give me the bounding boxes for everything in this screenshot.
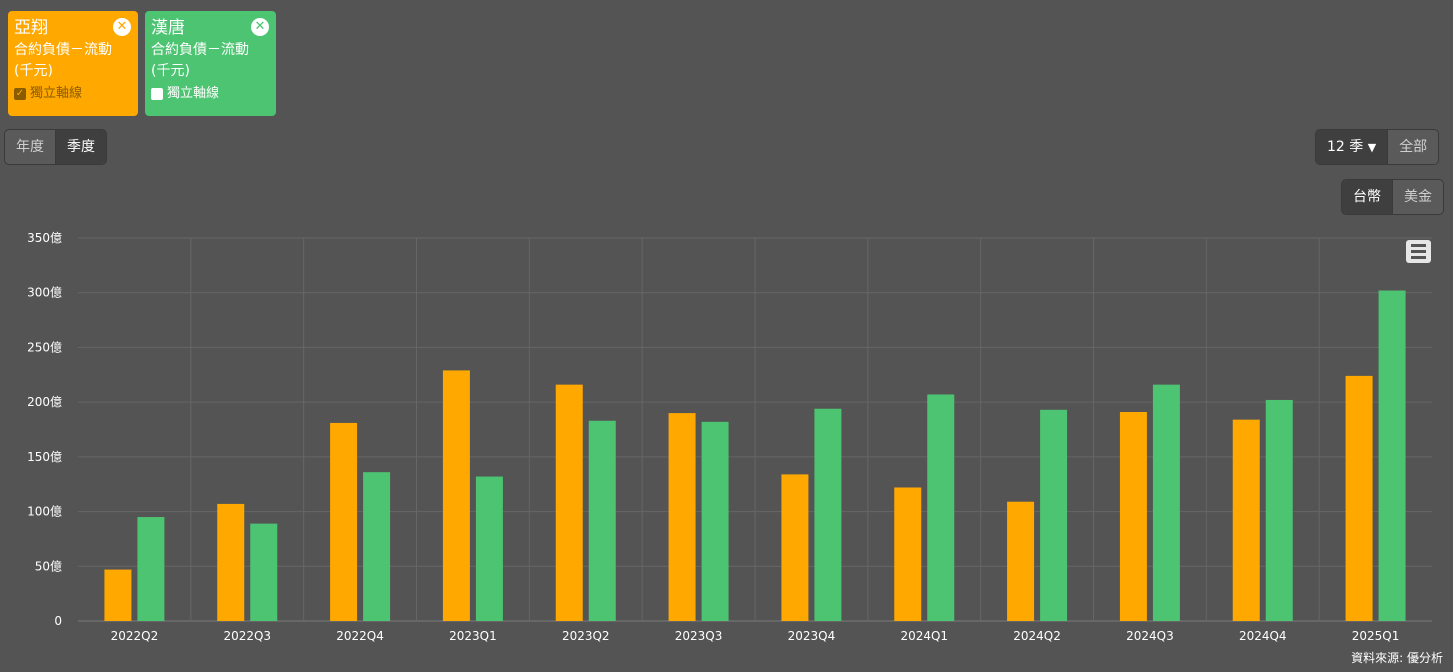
y-tick-label: 100億: [27, 505, 62, 519]
bar-yaxiang: [894, 487, 922, 621]
bar-hantang: [250, 523, 278, 621]
x-tick-label: 2023Q1: [449, 629, 497, 643]
x-tick-label: 2024Q3: [1126, 629, 1174, 643]
bar-yaxiang: [555, 384, 583, 621]
chart-menu-icon[interactable]: [1406, 240, 1431, 263]
period-toggle: 年度 季度: [4, 129, 107, 165]
x-tick-label: 2025Q1: [1352, 629, 1400, 643]
x-tick-label: 2023Q2: [562, 629, 610, 643]
card-company-name: 漢唐: [151, 18, 185, 38]
bar-yaxiang: [104, 569, 132, 621]
card-unit: (千元): [151, 63, 190, 79]
bar-hantang: [1378, 290, 1406, 621]
x-tick-label: 2024Q2: [1013, 629, 1061, 643]
bar-hantang: [1265, 399, 1293, 621]
independent-axis-toggle[interactable]: ✓ 獨立軸線: [14, 85, 130, 103]
series-card-yaxiang[interactable]: 亞翔 合約負債－流動 (千元) ✓ 獨立軸線 ✕: [8, 11, 138, 116]
bar-chart: 0 50億 100億 150億 200億 250億 300億 350億 2022Q2 2022Q3…: [27, 231, 1432, 643]
y-tick-label: 0: [54, 614, 62, 628]
caret-down-icon: ▼: [1367, 141, 1377, 154]
bar-yaxiang: [1007, 501, 1035, 621]
bar-hantang: [1152, 384, 1180, 621]
bar-yaxiang: [781, 474, 809, 621]
y-tick-label: 250億: [27, 340, 62, 354]
twd-button[interactable]: 台幣: [1342, 180, 1392, 214]
x-tick-label: 2024Q4: [1239, 629, 1287, 643]
x-tick-label: 2023Q3: [675, 629, 723, 643]
independent-axis-toggle[interactable]: 獨立軸線: [151, 85, 268, 103]
bar-yaxiang: [1232, 419, 1260, 621]
currency-toggle: 台幣 美金: [1341, 179, 1444, 215]
bar-hantang: [588, 420, 616, 621]
range-all-button[interactable]: 全部: [1387, 130, 1438, 164]
y-tick-label: 200億: [27, 395, 62, 409]
card-unit: (千元): [14, 63, 53, 79]
y-tick-label: 50億: [35, 559, 62, 573]
bar-hantang: [701, 421, 729, 621]
year-button[interactable]: 年度: [16, 139, 44, 155]
checkbox-checked-icon[interactable]: ✓: [14, 88, 26, 100]
close-icon[interactable]: ✕: [251, 18, 269, 36]
bar-yaxiang: [668, 413, 696, 621]
bar-hantang: [814, 408, 842, 621]
series-card-hantang[interactable]: 漢唐 合約負債－流動 (千元) 獨立軸線 ✕: [145, 11, 276, 116]
independent-axis-label: 獨立軸線: [30, 86, 83, 101]
card-metric-name: 合約負債－流動: [151, 42, 249, 58]
bar-yaxiang: [217, 503, 245, 621]
checkbox-unchecked-icon[interactable]: [151, 88, 163, 100]
independent-axis-label: 獨立軸線: [167, 86, 220, 101]
bar-hantang: [137, 517, 165, 621]
quarter-button[interactable]: 季度: [55, 130, 106, 164]
bar-yaxiang: [1119, 411, 1147, 621]
x-tick-label: 2022Q3: [223, 629, 271, 643]
bar-yaxiang: [1345, 375, 1373, 621]
bar-yaxiang: [330, 422, 358, 621]
y-tick-label: 150億: [27, 450, 62, 464]
data-source-note: 資料來源: 優分析: [1351, 651, 1443, 665]
bar-hantang: [927, 394, 955, 621]
range-dropdown[interactable]: 12 季 ▼: [1316, 130, 1388, 164]
bar-yaxiang: [442, 370, 470, 621]
y-tick-label: 300億: [27, 286, 62, 300]
x-tick-label: 2024Q1: [900, 629, 948, 643]
usd-button[interactable]: 美金: [1392, 180, 1443, 214]
range-selected-label: 12 季: [1327, 139, 1364, 155]
x-tick-label: 2022Q4: [336, 629, 384, 643]
close-icon[interactable]: ✕: [113, 18, 131, 36]
bar-hantang: [475, 476, 503, 621]
bar-hantang: [363, 472, 391, 621]
y-tick-label: 350億: [27, 231, 62, 245]
x-tick-label: 2022Q2: [111, 629, 159, 643]
x-tick-label: 2023Q4: [788, 629, 836, 643]
range-selector: 12 季 ▼ 全部: [1315, 129, 1440, 165]
card-metric-name: 合約負債－流動: [14, 42, 112, 58]
card-company-name: 亞翔: [14, 18, 48, 38]
bar-hantang: [1040, 409, 1068, 621]
